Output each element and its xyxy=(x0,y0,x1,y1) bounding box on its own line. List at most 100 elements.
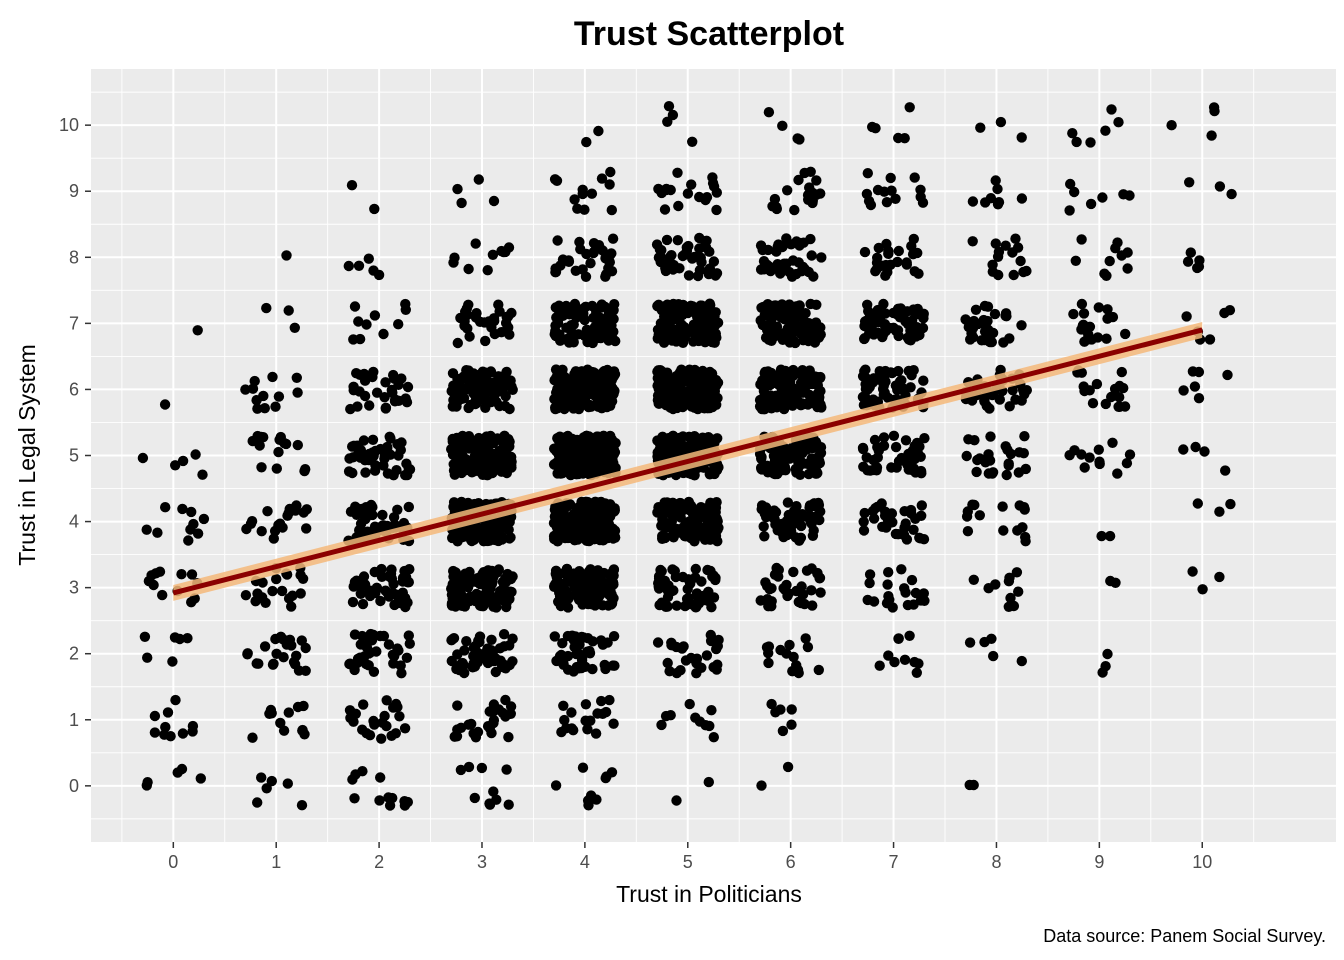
scatter-point xyxy=(889,656,900,668)
scatter-point xyxy=(143,575,155,587)
scatter-point xyxy=(887,602,898,613)
scatter-point xyxy=(557,589,568,601)
x-tick-label: 4 xyxy=(580,852,590,872)
scatter-point xyxy=(393,379,404,390)
scatter-point xyxy=(906,574,918,586)
scatter-point xyxy=(708,181,720,192)
scatter-point xyxy=(691,601,702,612)
scatter-point xyxy=(399,723,411,734)
scatter-point xyxy=(798,237,809,248)
scatter-point xyxy=(552,535,564,547)
scatter-point xyxy=(502,311,514,322)
scatter-point xyxy=(899,654,911,665)
scatter-point xyxy=(577,762,589,773)
scatter-point xyxy=(549,631,560,642)
scatter-point xyxy=(606,204,617,216)
scatter-point xyxy=(671,401,682,412)
scatter-point xyxy=(591,450,603,461)
scatter-point xyxy=(780,465,791,476)
scatter-point xyxy=(573,584,585,596)
scatter-point xyxy=(608,631,620,642)
scatter-point xyxy=(198,513,210,525)
scatter-point xyxy=(505,532,516,543)
scatter-point xyxy=(690,532,701,543)
scatter-point xyxy=(350,769,361,780)
scatter-point xyxy=(997,501,1008,512)
scatter-point xyxy=(792,133,803,144)
scatter-point xyxy=(707,401,718,413)
scatter-point xyxy=(345,658,356,669)
scatter-point xyxy=(808,271,819,282)
scatter-point xyxy=(553,517,564,528)
scatter-point xyxy=(890,193,901,204)
scatter-point xyxy=(788,566,799,578)
scatter-point xyxy=(177,728,189,739)
scatter-point xyxy=(566,707,577,718)
scatter-point xyxy=(899,522,910,533)
scatter-point xyxy=(707,571,718,582)
scatter-point xyxy=(500,449,512,460)
scatter-point xyxy=(296,800,308,811)
scatter-point xyxy=(967,196,979,207)
scatter-point xyxy=(978,314,989,326)
scatter-point xyxy=(451,731,463,742)
scatter-point xyxy=(375,595,386,607)
scatter-point xyxy=(672,235,683,246)
scatter-point xyxy=(867,325,878,336)
scatter-point xyxy=(1076,234,1087,245)
y-tick-label: 2 xyxy=(69,644,79,664)
scatter-point xyxy=(457,450,468,461)
scatter-point xyxy=(802,379,813,390)
scatter-point xyxy=(653,299,664,310)
scatter-point xyxy=(967,332,979,343)
scatter-point xyxy=(355,588,366,599)
scatter-point xyxy=(769,514,780,525)
scatter-point xyxy=(604,694,615,706)
scatter-point xyxy=(1214,571,1225,583)
scatter-point xyxy=(1016,193,1028,204)
scatter-point xyxy=(377,509,388,521)
scatter-point xyxy=(451,465,462,476)
scatter-point xyxy=(595,463,607,474)
scatter-point xyxy=(662,657,673,669)
scatter-point xyxy=(298,700,309,712)
scatter-point xyxy=(375,772,386,783)
scatter-point xyxy=(907,249,919,260)
scatter-point xyxy=(986,336,997,348)
scatter-point xyxy=(901,259,912,270)
scatter-point xyxy=(605,166,616,178)
scatter-point xyxy=(401,458,412,469)
scatter-point xyxy=(550,392,561,403)
x-tick-label: 2 xyxy=(374,852,384,872)
scatter-point xyxy=(900,587,911,598)
scatter-point xyxy=(593,401,604,412)
scatter-point xyxy=(894,376,906,387)
scatter-point xyxy=(868,513,880,524)
scatter-point xyxy=(984,455,996,466)
scatter-point xyxy=(701,650,713,661)
scatter-point xyxy=(374,630,386,642)
scatter-point xyxy=(1084,452,1095,463)
scatter-point xyxy=(292,439,303,451)
scatter-point xyxy=(1220,465,1231,476)
scatter-point xyxy=(160,721,171,733)
scatter-point xyxy=(691,369,703,380)
scatter-point xyxy=(690,432,702,443)
scatter-point xyxy=(1110,243,1121,254)
scatter-point xyxy=(1166,120,1177,131)
scatter-point xyxy=(809,337,821,348)
scatter-point xyxy=(1076,298,1088,310)
scatter-point xyxy=(275,717,286,729)
scatter-point xyxy=(667,503,678,514)
scatter-point xyxy=(652,451,663,462)
scatter-point xyxy=(1116,366,1128,378)
scatter-point xyxy=(1012,525,1023,536)
scatter-point xyxy=(1011,567,1023,578)
x-tick-label: 7 xyxy=(889,852,899,872)
scatter-point xyxy=(885,172,896,184)
scatter-point xyxy=(478,394,489,405)
scatter-point xyxy=(782,185,793,196)
scatter-point xyxy=(784,639,795,651)
scatter-point xyxy=(961,450,972,462)
scatter-point xyxy=(1015,255,1026,267)
